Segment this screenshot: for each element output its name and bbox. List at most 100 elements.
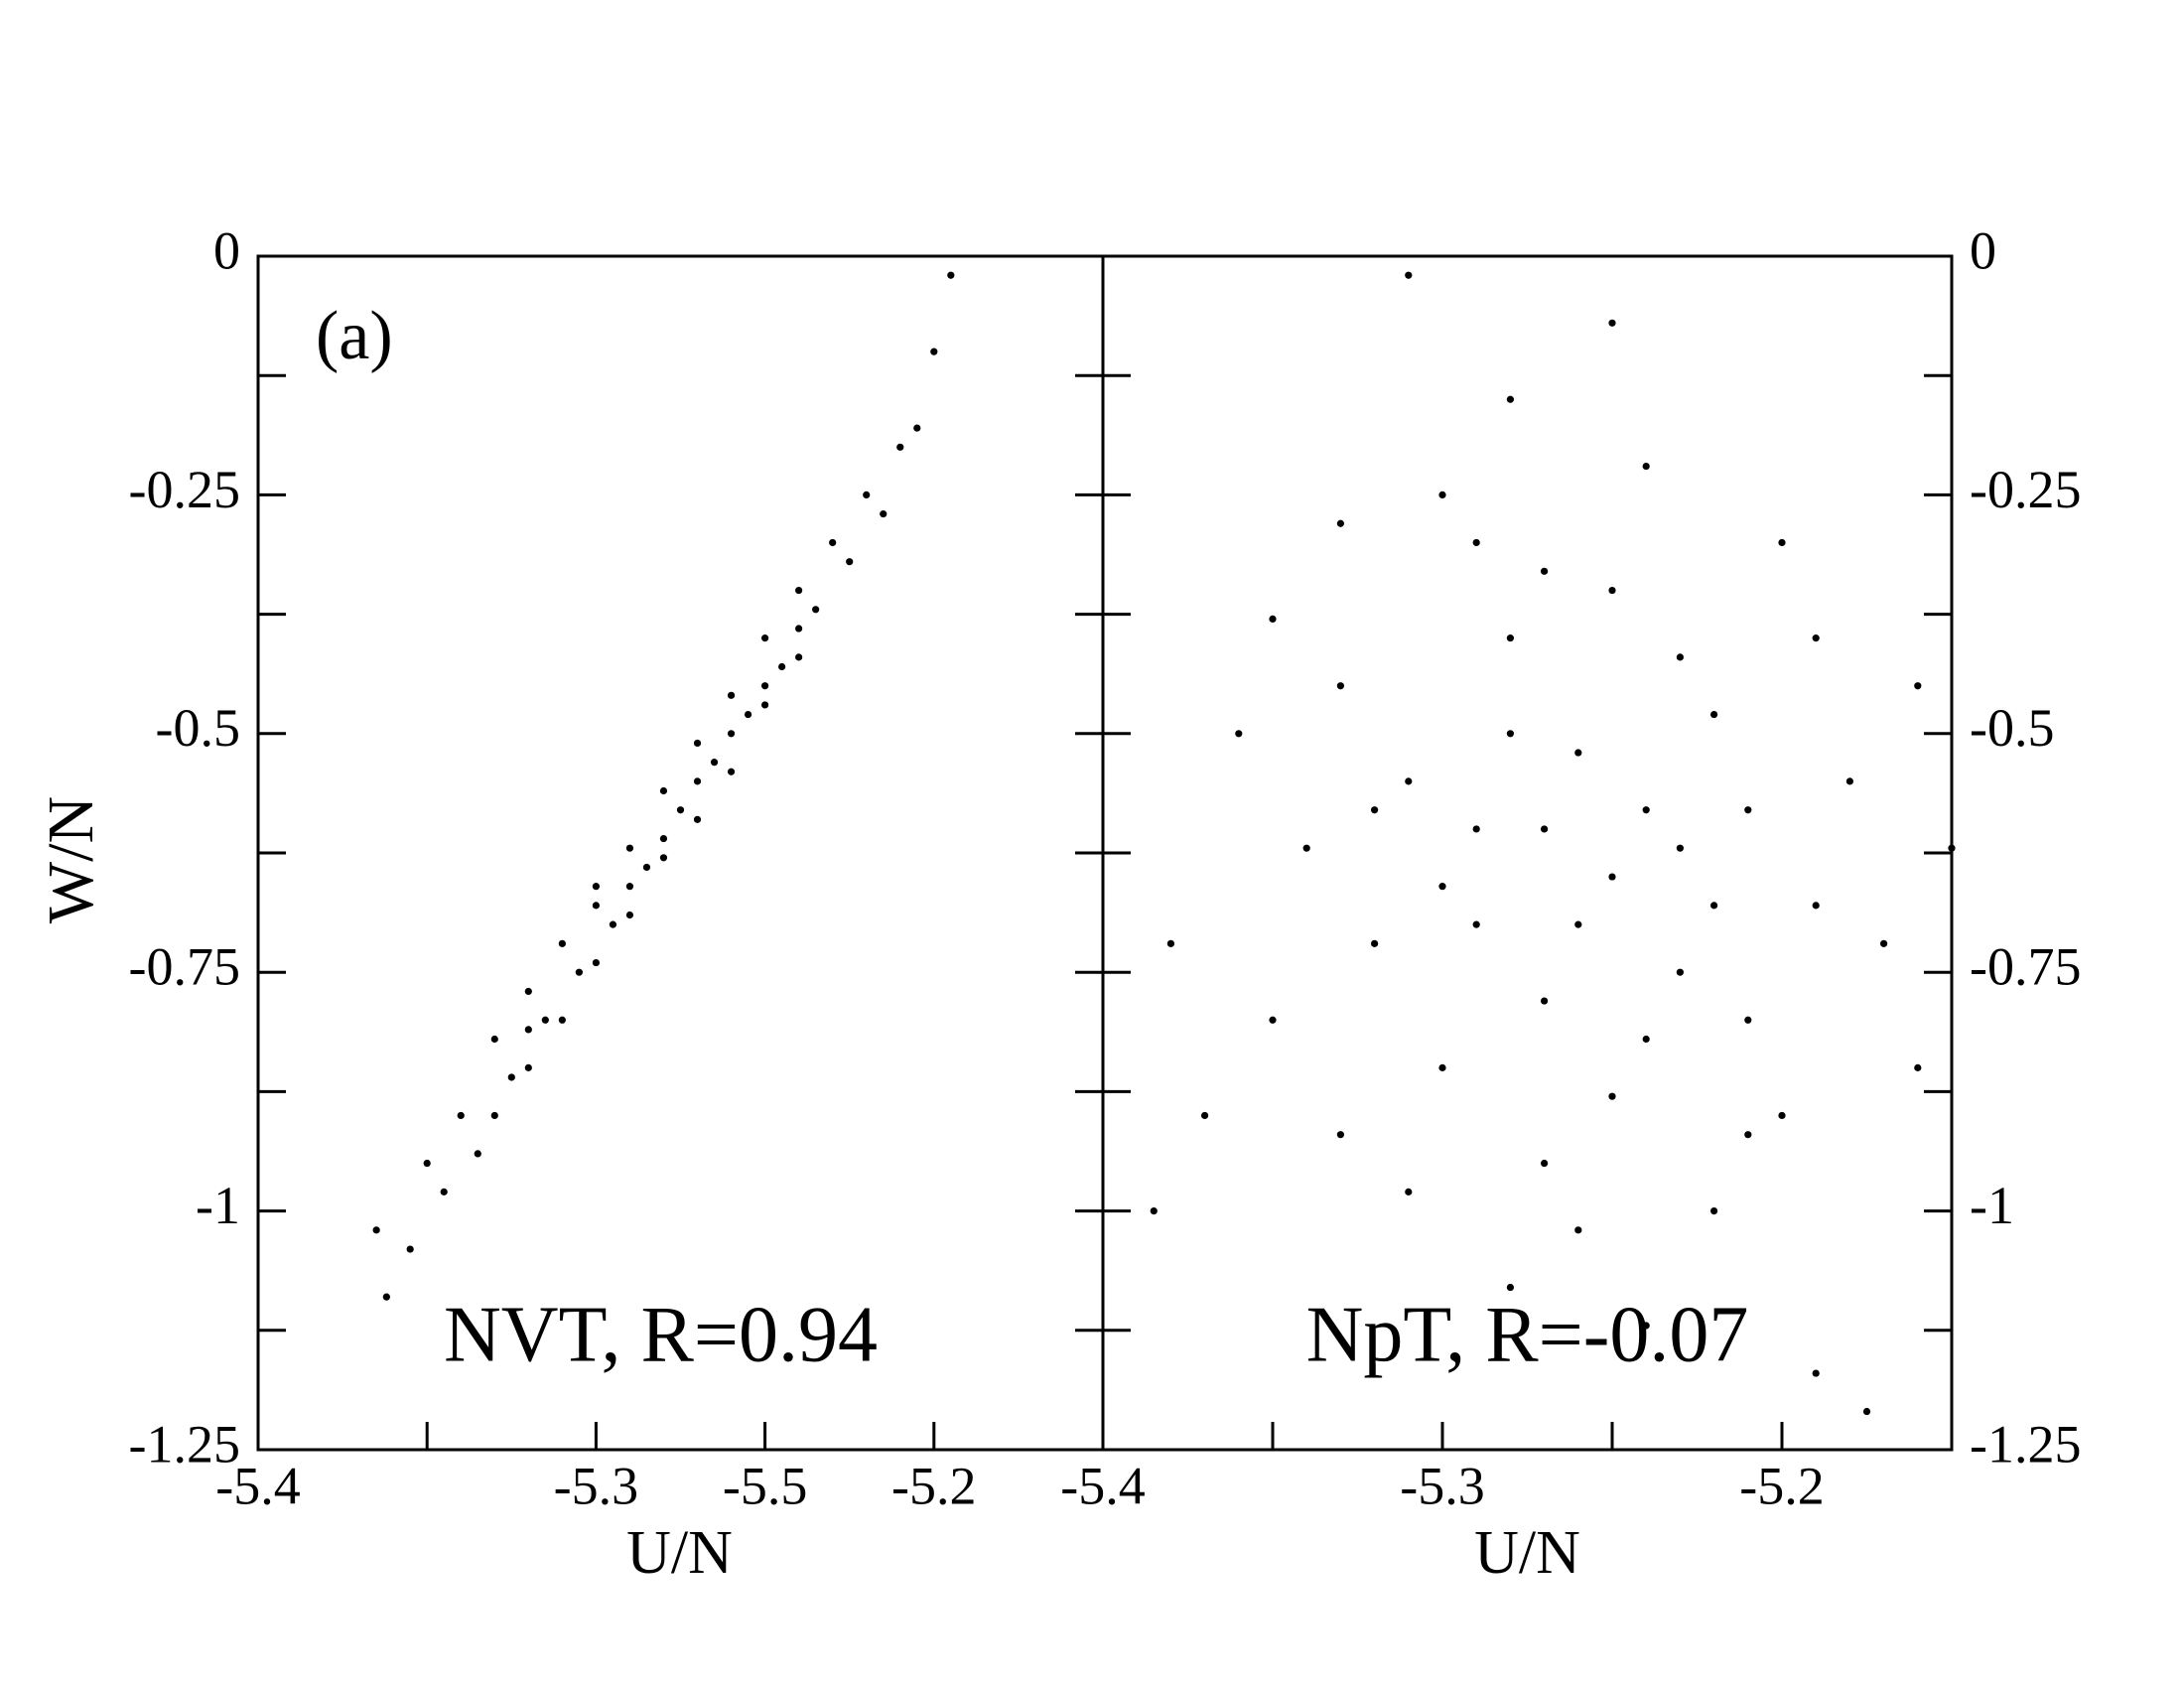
point — [1642, 1322, 1650, 1330]
x-tick-label: -5.5 — [723, 1456, 807, 1515]
point — [659, 854, 668, 862]
point — [761, 682, 769, 690]
point — [1676, 968, 1684, 976]
point — [1269, 1016, 1277, 1024]
point — [1472, 825, 1480, 833]
point — [1371, 806, 1379, 814]
point — [406, 1245, 414, 1253]
point — [524, 1026, 532, 1034]
point — [1201, 1111, 1209, 1120]
point — [1642, 1035, 1650, 1044]
point — [1574, 920, 1582, 928]
x-axis-label: U/N — [1474, 1519, 1580, 1587]
y-tick-label: -0.5 — [156, 698, 240, 758]
point — [1862, 1407, 1871, 1416]
point — [1506, 634, 1514, 642]
point — [1438, 1063, 1446, 1071]
point — [524, 987, 532, 996]
point — [1405, 777, 1413, 785]
annotation: NpT, R=-0.07 — [1306, 1291, 1749, 1378]
point — [1812, 1369, 1820, 1377]
y-tick-label: -0.75 — [1970, 937, 2081, 997]
point — [913, 424, 921, 432]
point — [710, 759, 719, 767]
point — [812, 606, 820, 614]
point — [1642, 462, 1650, 471]
point — [727, 691, 736, 699]
y-tick-label: -0.25 — [1970, 460, 2081, 519]
point — [693, 815, 702, 823]
y-tick-label: 0 — [213, 220, 240, 280]
point — [474, 1150, 481, 1158]
point — [693, 777, 702, 785]
point — [693, 739, 702, 748]
point — [625, 844, 634, 852]
point — [592, 902, 601, 910]
point — [1506, 1283, 1514, 1292]
point — [795, 625, 803, 633]
point — [1235, 730, 1243, 738]
point — [1438, 491, 1446, 498]
point — [1608, 1092, 1616, 1100]
point — [1948, 844, 1956, 852]
point — [592, 883, 601, 891]
point — [1541, 1159, 1549, 1168]
point — [659, 834, 668, 843]
point — [1541, 567, 1549, 575]
point — [863, 491, 871, 498]
point — [372, 1226, 380, 1234]
point — [1150, 1207, 1158, 1215]
point — [1608, 586, 1616, 595]
point — [1506, 730, 1514, 738]
point — [1914, 682, 1922, 690]
point — [744, 710, 752, 719]
point — [558, 939, 566, 947]
y-tick-label: -1.25 — [129, 1414, 240, 1474]
x-tick-label: -5.4 — [1060, 1456, 1145, 1515]
point — [592, 958, 601, 967]
point — [1642, 806, 1650, 814]
point — [761, 634, 769, 642]
point — [778, 662, 786, 671]
point — [1812, 902, 1820, 910]
point — [625, 911, 634, 919]
point — [1744, 806, 1752, 814]
point — [1880, 939, 1888, 947]
point — [880, 510, 887, 518]
point — [507, 1073, 515, 1081]
y-axis-label: W/N — [35, 796, 107, 923]
x-tick-label: -5.3 — [1400, 1456, 1484, 1515]
point — [727, 768, 736, 775]
y-tick-label: -0.25 — [129, 460, 240, 519]
point — [1302, 844, 1310, 852]
point — [575, 968, 583, 976]
point — [1710, 710, 1718, 719]
point — [1405, 271, 1413, 279]
annotation: NVT, R=0.94 — [444, 1291, 878, 1378]
point — [625, 883, 634, 891]
point — [1405, 1188, 1413, 1195]
x-tick-label: -5.4 — [215, 1456, 300, 1515]
point — [1778, 1111, 1786, 1120]
point — [1574, 749, 1582, 757]
point — [1166, 939, 1174, 947]
y-tick-label: -1 — [196, 1176, 240, 1235]
point — [1676, 844, 1684, 852]
point — [1269, 615, 1277, 624]
point — [676, 806, 685, 814]
point — [1336, 1131, 1344, 1139]
plot-frame — [1101, 254, 1954, 1452]
x-axis-label: U/N — [626, 1519, 733, 1587]
point — [1744, 1016, 1752, 1024]
point — [1472, 538, 1480, 547]
point — [1541, 997, 1549, 1005]
point — [1608, 319, 1616, 327]
point — [1472, 920, 1480, 928]
x-tick-label: -5.2 — [1739, 1456, 1824, 1515]
point — [1371, 939, 1379, 947]
point — [896, 443, 904, 451]
point — [1336, 682, 1344, 690]
point — [1676, 653, 1684, 661]
point — [795, 653, 803, 661]
